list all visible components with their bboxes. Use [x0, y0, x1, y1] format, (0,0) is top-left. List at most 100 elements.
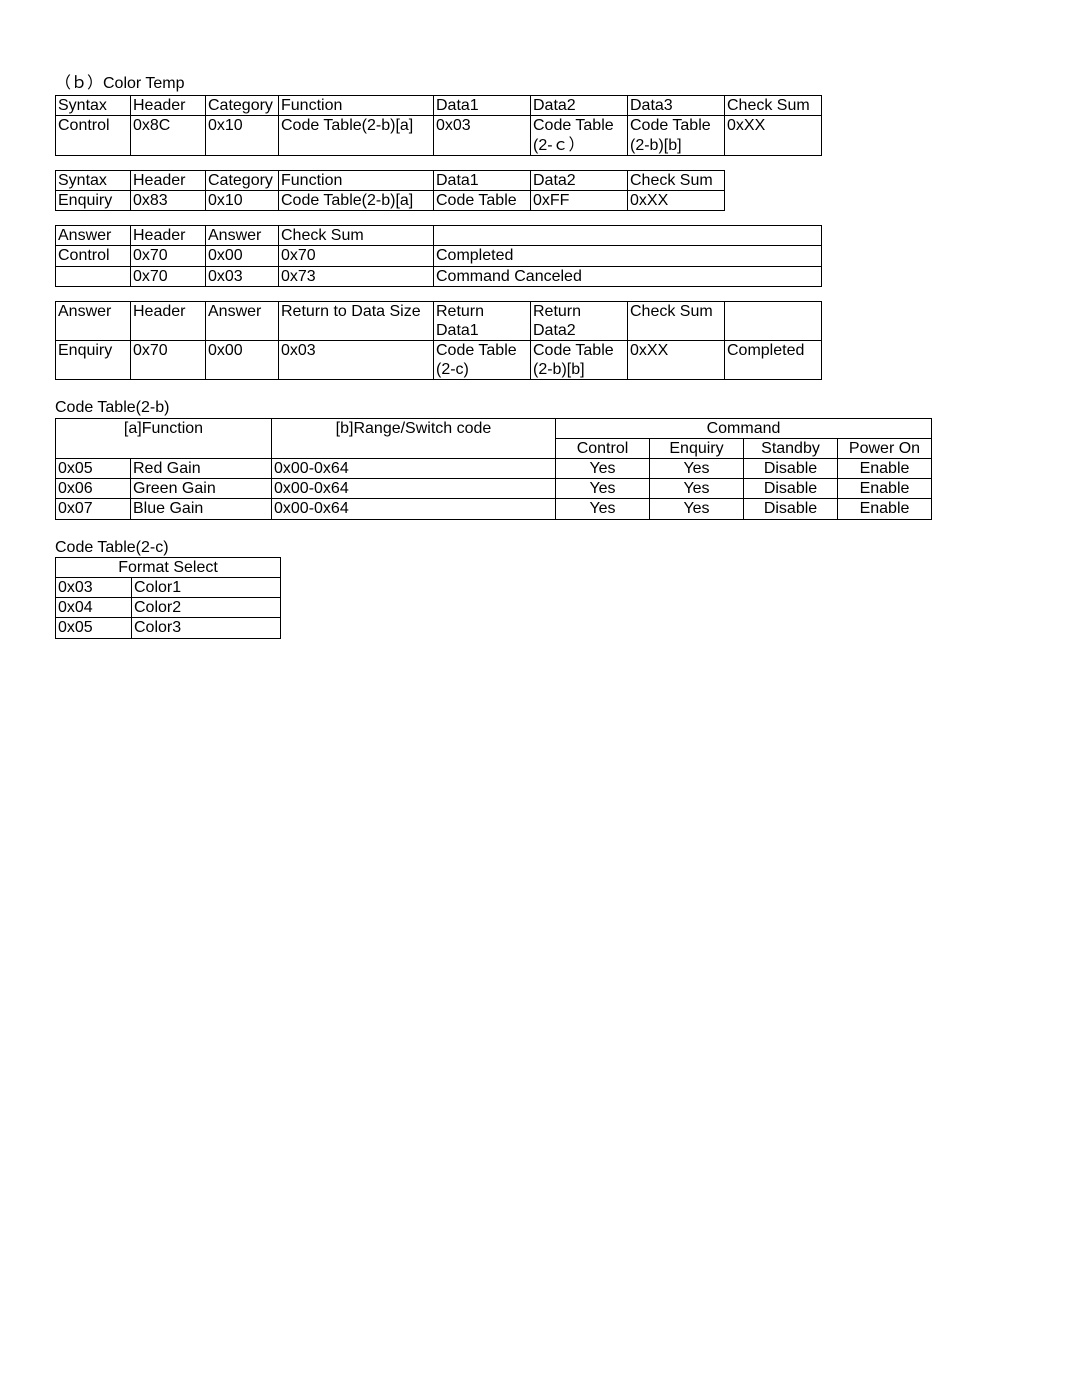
cell: 0x83 [131, 190, 206, 210]
table-row: Control 0x8C 0x10 Code Table(2-b)[a] 0x0… [56, 116, 822, 155]
cell [725, 301, 822, 340]
answer-enquiry-table: Answer Header Answer Return to Data Size… [55, 301, 1025, 381]
cell: 0x00-0x64 [272, 479, 556, 499]
table-row: Enquiry 0x83 0x10 Code Table(2-b)[a] Cod… [56, 190, 725, 210]
cell: Answer [206, 301, 279, 340]
cell: 0x70 [131, 246, 206, 266]
code-table-2b: [a]Function [b]Range/Switch code Command… [55, 418, 1025, 520]
table-row: 0x05 Color3 [56, 618, 281, 638]
cell: Code Table (2-b)[b] [628, 116, 725, 155]
cell: Header [131, 301, 206, 340]
answer-control-table: Answer Header Answer Check Sum Control 0… [55, 225, 1025, 287]
cell: Header [131, 170, 206, 190]
cell: Data3 [628, 96, 725, 116]
cell: 0x00 [206, 246, 279, 266]
cell: Check Sum [725, 96, 822, 116]
cell: Enable [838, 459, 932, 479]
cell: Completed [434, 246, 822, 266]
cell: 0xXX [725, 116, 822, 155]
cell: Disable [744, 499, 838, 519]
cell: Completed [725, 341, 822, 380]
cell: 0x70 [279, 246, 434, 266]
cell: Code Table [434, 190, 531, 210]
cell: Color2 [132, 598, 281, 618]
cell: Category [206, 96, 279, 116]
cell: 0x8C [131, 116, 206, 155]
table-row: 0x05 Red Gain 0x00-0x64 Yes Yes Disable … [56, 459, 932, 479]
cell: 0x03 [206, 266, 279, 286]
table-header-row: Answer Header Answer Check Sum [56, 226, 822, 246]
cell: Code Table (2-ｃ） [531, 116, 628, 155]
cell: Green Gain [131, 479, 272, 499]
cell: Control [56, 116, 131, 155]
cell: Yes [650, 459, 744, 479]
cell: Return Data2 [531, 301, 628, 340]
cell: 0x04 [56, 598, 132, 618]
table-row: Enquiry 0x70 0x00 0x03 Code Table (2-c) … [56, 341, 822, 380]
cell: Check Sum [628, 301, 725, 340]
cell: Data2 [531, 96, 628, 116]
table-row: 0x70 0x03 0x73 Command Canceled [56, 266, 822, 286]
cell: Yes [556, 499, 650, 519]
cell: Yes [556, 459, 650, 479]
cell: Syntax [56, 170, 131, 190]
cell: Data1 [434, 170, 531, 190]
cell: Code Table(2-b)[a] [279, 116, 434, 155]
table-header-row: [a]Function [b]Range/Switch code Command [56, 418, 932, 438]
cell: 0x00-0x64 [272, 459, 556, 479]
cell: Answer [56, 301, 131, 340]
cell: Category [206, 170, 279, 190]
section-title: （ｂ）Color Temp [55, 74, 1025, 93]
cell: Disable [744, 459, 838, 479]
cell: 0x03 [56, 577, 132, 597]
table-row: 0x03 Color1 [56, 577, 281, 597]
cell: 0x00-0x64 [272, 499, 556, 519]
cell: Return Data1 [434, 301, 531, 340]
cell: Color1 [132, 577, 281, 597]
cell [56, 266, 131, 286]
cell: Enquiry [650, 438, 744, 458]
cell: 0x00 [206, 341, 279, 380]
table-header-row: Answer Header Answer Return to Data Size… [56, 301, 822, 340]
table-row: Control 0x70 0x00 0x70 Completed [56, 246, 822, 266]
cell: Yes [650, 499, 744, 519]
cell: Control [556, 438, 650, 458]
cell: 0x03 [434, 116, 531, 155]
cell: Color3 [132, 618, 281, 638]
cell: Check Sum [628, 170, 725, 190]
cell: Header [131, 226, 206, 246]
cell: Red Gain [131, 459, 272, 479]
cell: Format Select [56, 557, 281, 577]
syntax-enquiry-table: Syntax Header Category Function Data1 Da… [55, 170, 1025, 211]
code-table-2b-title: Code Table(2-b) [55, 398, 1025, 417]
cell: Code Table (2-c) [434, 341, 531, 380]
table-row: 0x07 Blue Gain 0x00-0x64 Yes Yes Disable… [56, 499, 932, 519]
cell: Syntax [56, 96, 131, 116]
cell: 0x70 [131, 266, 206, 286]
cell: Header [131, 96, 206, 116]
cell: Answer [56, 226, 131, 246]
cell [434, 226, 822, 246]
table-header-row: Syntax Header Category Function Data1 Da… [56, 170, 725, 190]
cell: 0x06 [56, 479, 131, 499]
cell: Data2 [531, 170, 628, 190]
cell: Power On [838, 438, 932, 458]
syntax-control-table: Syntax Header Category Function Data1 Da… [55, 95, 1025, 156]
cell: 0xFF [531, 190, 628, 210]
cell: Standby [744, 438, 838, 458]
cell: Command Canceled [434, 266, 822, 286]
cell: Code Table (2-b)[b] [531, 341, 628, 380]
cell: 0xXX [628, 190, 725, 210]
cell: Yes [556, 479, 650, 499]
cell: Answer [206, 226, 279, 246]
cell: Blue Gain [131, 499, 272, 519]
cell: Enquiry [56, 341, 131, 380]
cell: 0x03 [279, 341, 434, 380]
cell: Function [279, 170, 434, 190]
cell: Control [56, 246, 131, 266]
cell: 0x05 [56, 459, 131, 479]
cell: [b]Range/Switch code [272, 418, 556, 458]
cell: 0x10 [206, 190, 279, 210]
cell: Disable [744, 479, 838, 499]
cell: 0xXX [628, 341, 725, 380]
